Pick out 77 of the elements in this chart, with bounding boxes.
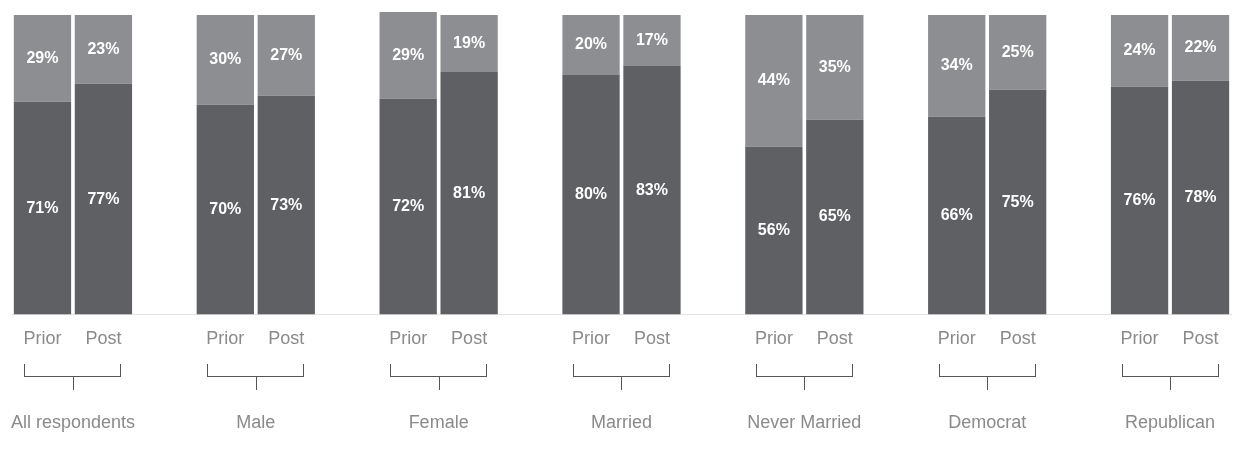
text: Male — [235, 412, 277, 434]
bar — [1171, 80, 1230, 315]
data-label: 56% — [757, 220, 790, 238]
bar — [257, 14, 315, 96]
bar — [989, 14, 1047, 90]
data-label: 19% — [453, 33, 486, 51]
x-tick-label: Prior — [23, 328, 62, 349]
data-label: 20% — [575, 35, 608, 53]
x-tick-label: Prior — [937, 328, 976, 349]
data-label: 76% — [1123, 191, 1156, 209]
text: Republican — [1124, 412, 1217, 434]
bar — [1110, 14, 1169, 87]
data-label: 78% — [1184, 188, 1217, 206]
bar — [928, 116, 986, 315]
data-label: 17% — [635, 30, 668, 48]
data-label: 29% — [392, 45, 425, 63]
text: Democrat — [947, 412, 1028, 434]
data-label: 25% — [1001, 42, 1034, 60]
bar — [623, 14, 681, 66]
text: Never Married — [746, 412, 863, 434]
data-label: 73% — [270, 195, 303, 213]
x-tick-label: Post — [633, 328, 670, 349]
data-label: 80% — [575, 185, 608, 203]
bar — [379, 98, 437, 315]
x-tick-label: Prior — [1120, 328, 1159, 349]
data-label: 44% — [757, 71, 790, 89]
bar — [806, 119, 864, 315]
data-label: 23% — [87, 39, 120, 57]
data-label: 75% — [1001, 192, 1034, 210]
data-label: 83% — [635, 180, 668, 198]
data-label: 66% — [940, 206, 973, 223]
bar — [745, 146, 803, 315]
data-label: 77% — [87, 189, 120, 207]
bar — [745, 14, 803, 147]
x-tick-label: Post — [999, 328, 1036, 349]
data-label: 24% — [1123, 41, 1156, 59]
data-label: 71% — [26, 198, 59, 216]
x-tick-label: Post — [816, 328, 853, 349]
x-tick-label: Post — [268, 328, 305, 349]
data-label: 65% — [818, 207, 851, 225]
bar — [74, 14, 133, 84]
bar — [806, 14, 864, 120]
bar — [379, 12, 437, 99]
bar — [1110, 86, 1169, 315]
data-label: 34% — [940, 56, 973, 74]
x-tick-label: Post — [451, 328, 488, 349]
bar — [13, 14, 72, 102]
bar — [440, 14, 498, 72]
data-label: 70% — [209, 200, 242, 218]
text: Female — [407, 412, 470, 434]
bar — [257, 95, 315, 315]
bar — [13, 101, 72, 315]
bar — [440, 71, 498, 315]
data-label: 72% — [392, 197, 425, 215]
bar — [623, 65, 681, 315]
x-tick-label: Prior — [572, 328, 611, 349]
bar — [1171, 14, 1230, 81]
x-tick-label: Post — [1182, 328, 1219, 349]
text: All respondents — [9, 412, 136, 434]
text: Married — [590, 412, 653, 434]
x-tick-label: Prior — [206, 328, 245, 349]
bar — [989, 89, 1047, 315]
x-tick-label: Post — [85, 328, 122, 349]
bar — [196, 14, 254, 105]
data-label: 81% — [453, 183, 486, 201]
x-tick-label: Prior — [754, 328, 793, 349]
x-tick-label: Prior — [389, 328, 428, 349]
data-label: 27% — [270, 45, 303, 63]
data-label: 29% — [26, 48, 59, 66]
bar — [562, 14, 620, 75]
data-label: 30% — [209, 50, 242, 68]
bar — [562, 74, 620, 315]
data-label: 35% — [818, 57, 851, 75]
bar — [74, 83, 133, 315]
bar — [928, 14, 986, 117]
data-label: 22% — [1184, 38, 1217, 56]
bar — [196, 104, 254, 315]
